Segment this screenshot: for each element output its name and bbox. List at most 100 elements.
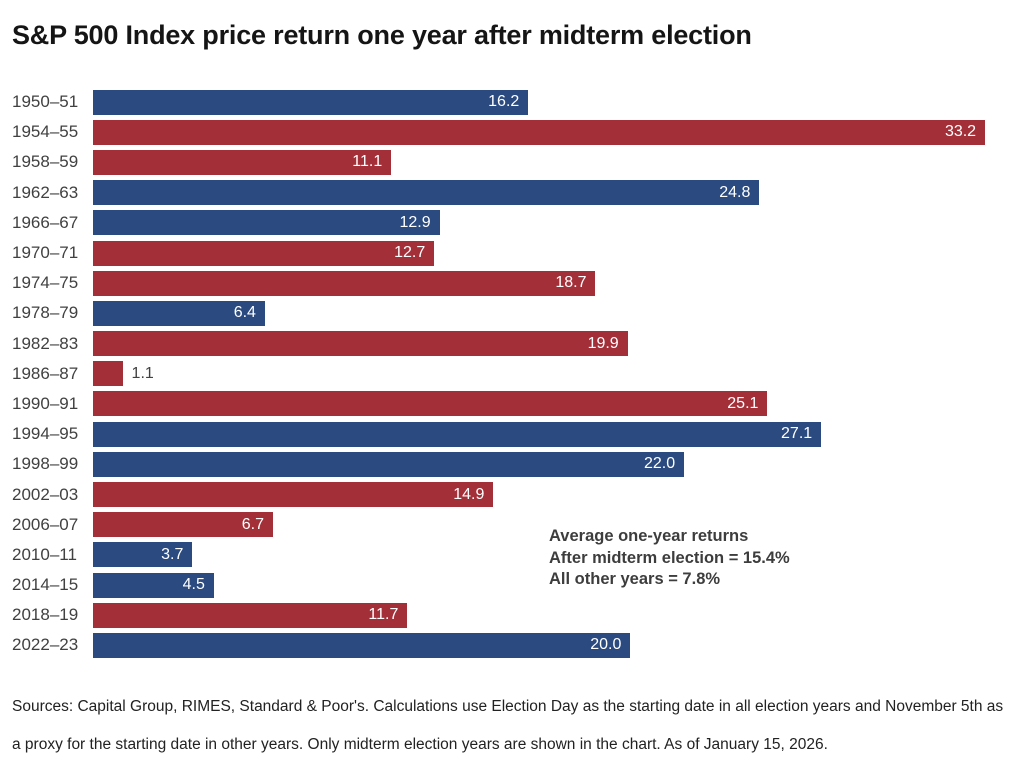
value-label: 12.7: [394, 244, 426, 262]
bar: 19.9: [93, 331, 628, 357]
value-label: 12.9: [399, 213, 431, 231]
bar: 16.2: [93, 89, 529, 115]
year-label: 1962–63: [12, 182, 79, 202]
bar-row: 2018–19 11.7: [0, 600, 1024, 630]
value-label: 3.7: [161, 545, 184, 563]
year-label: 1978–79: [12, 303, 79, 323]
bar-track: 11.7: [93, 602, 1024, 628]
bar-track: 24.8: [93, 180, 1024, 206]
bar-track: 25.1: [93, 391, 1024, 417]
value-label: 6.4: [233, 304, 256, 322]
year-label: 1970–71: [12, 243, 79, 263]
sources-footnote: Sources: Capital Group, RIMES, Standard …: [12, 698, 1004, 753]
bar-row: 1982–83 19.9: [0, 329, 1024, 359]
bar-track: 12.9: [93, 210, 1024, 236]
bar-track: 6.4: [93, 300, 1024, 326]
bar-track: 20.0: [93, 632, 1024, 658]
bar: 12.9: [93, 210, 440, 236]
bar-track: 19.9: [93, 331, 1024, 357]
value-label: 25.1: [727, 394, 759, 412]
value-label: 11.1: [352, 153, 383, 171]
bar-track: 6.7: [93, 512, 1024, 538]
bar-row: 1958–59 11.1: [0, 147, 1024, 177]
bar-track: 1.1: [93, 361, 1024, 387]
year-label: 1998–99: [12, 454, 79, 474]
annotation-line-heading: Average one-year returns: [549, 527, 749, 545]
bar-row: 1974–75 18.7: [0, 268, 1024, 298]
year-label: 2010–11: [12, 544, 77, 564]
bar-track: 27.1: [93, 421, 1024, 447]
bar-track: 12.7: [93, 240, 1024, 266]
bar: 18.7: [93, 270, 596, 296]
bar: 22.0: [93, 451, 685, 477]
bar: 27.1: [93, 421, 822, 447]
bar-rows: 1950–51 16.2 1954–55 33.2 1958–59 11.1 1…: [0, 87, 1024, 661]
year-label: 1990–91: [12, 393, 79, 413]
bar: 33.2: [93, 119, 986, 145]
value-label: 18.7: [555, 274, 587, 292]
year-label: 2018–19: [12, 605, 79, 625]
year-label: 1982–83: [12, 333, 79, 353]
value-label: 20.0: [590, 636, 622, 654]
value-label: 14.9: [453, 485, 485, 503]
bar: 14.9: [93, 482, 494, 508]
year-label: 1986–87: [12, 363, 79, 383]
value-label: 27.1: [781, 425, 813, 443]
annotation-line-other-years: All other years = 7.8%: [549, 570, 721, 588]
year-label: 1958–59: [12, 152, 79, 172]
bar: 24.8: [93, 180, 760, 206]
chart-title: S&P 500 Index price return one year afte…: [12, 20, 752, 50]
value-label: 24.8: [719, 183, 751, 201]
bar-row: 1990–91 25.1: [0, 389, 1024, 419]
bar-row: 1962–63 24.8: [0, 178, 1024, 208]
annotation-line-midterm: After midterm election = 15.4%: [549, 548, 790, 567]
year-label: 1954–55: [12, 122, 79, 142]
bar: 11.1: [93, 149, 392, 175]
bar-row: 2010–11 3.7: [0, 540, 1024, 570]
year-label: 2006–07: [12, 514, 79, 534]
bar-track: 3.7: [93, 542, 1024, 568]
bar: 3.7: [93, 542, 193, 568]
year-label: 1994–95: [12, 424, 79, 444]
bar: 12.7: [93, 240, 435, 266]
year-label: 1950–51: [12, 92, 79, 112]
year-label: 2014–15: [12, 575, 79, 595]
bar-row: 1986–87 1.1: [0, 359, 1024, 389]
year-label: 1974–75: [12, 273, 79, 293]
bar: 6.4: [93, 300, 265, 326]
bar: 4.5: [93, 572, 214, 598]
bar: 11.7: [93, 602, 408, 628]
value-label: 6.7: [241, 515, 265, 533]
bar: 6.7: [93, 512, 274, 538]
bar-track: 4.5: [93, 572, 1024, 598]
bar-track: 33.2: [93, 119, 1024, 145]
bar-row: 1994–95 27.1: [0, 419, 1024, 449]
bar-row: 1966–67 12.9: [0, 208, 1024, 238]
value-label: 19.9: [587, 334, 619, 352]
value-label: 33.2: [944, 123, 977, 141]
average-returns-annotation: Average one-year returns After midterm e…: [549, 526, 790, 591]
value-label: 4.5: [182, 576, 205, 594]
bar-track: 16.2: [93, 89, 1024, 115]
bar-row: 2022–23 20.0: [0, 630, 1024, 660]
value-label: 11.7: [368, 606, 399, 624]
bar-track: 18.7: [93, 270, 1024, 296]
value-label: 22.0: [643, 455, 676, 473]
value-label: 1.1: [131, 364, 154, 382]
bar-track: 14.9: [93, 482, 1024, 508]
bar-row: 1998–99 22.0: [0, 449, 1024, 479]
bar-row: 1978–79 6.4: [0, 298, 1024, 328]
bar: 25.1: [93, 391, 768, 417]
bar-row: 2014–15 4.5: [0, 570, 1024, 600]
value-label: 16.2: [488, 93, 520, 111]
bar-row: 1970–71 12.7: [0, 238, 1024, 268]
bar: 1.1: [93, 361, 154, 387]
year-label: 1966–67: [12, 212, 79, 232]
bar-row: 1954–55 33.2: [0, 117, 1024, 147]
bar-track: 22.0: [93, 451, 1024, 477]
year-label: 2002–03: [12, 484, 79, 504]
bar-row: 1950–51 16.2: [0, 87, 1024, 117]
year-label: 2022–23: [12, 635, 79, 655]
bar-row: 2006–07 6.7: [0, 510, 1024, 540]
